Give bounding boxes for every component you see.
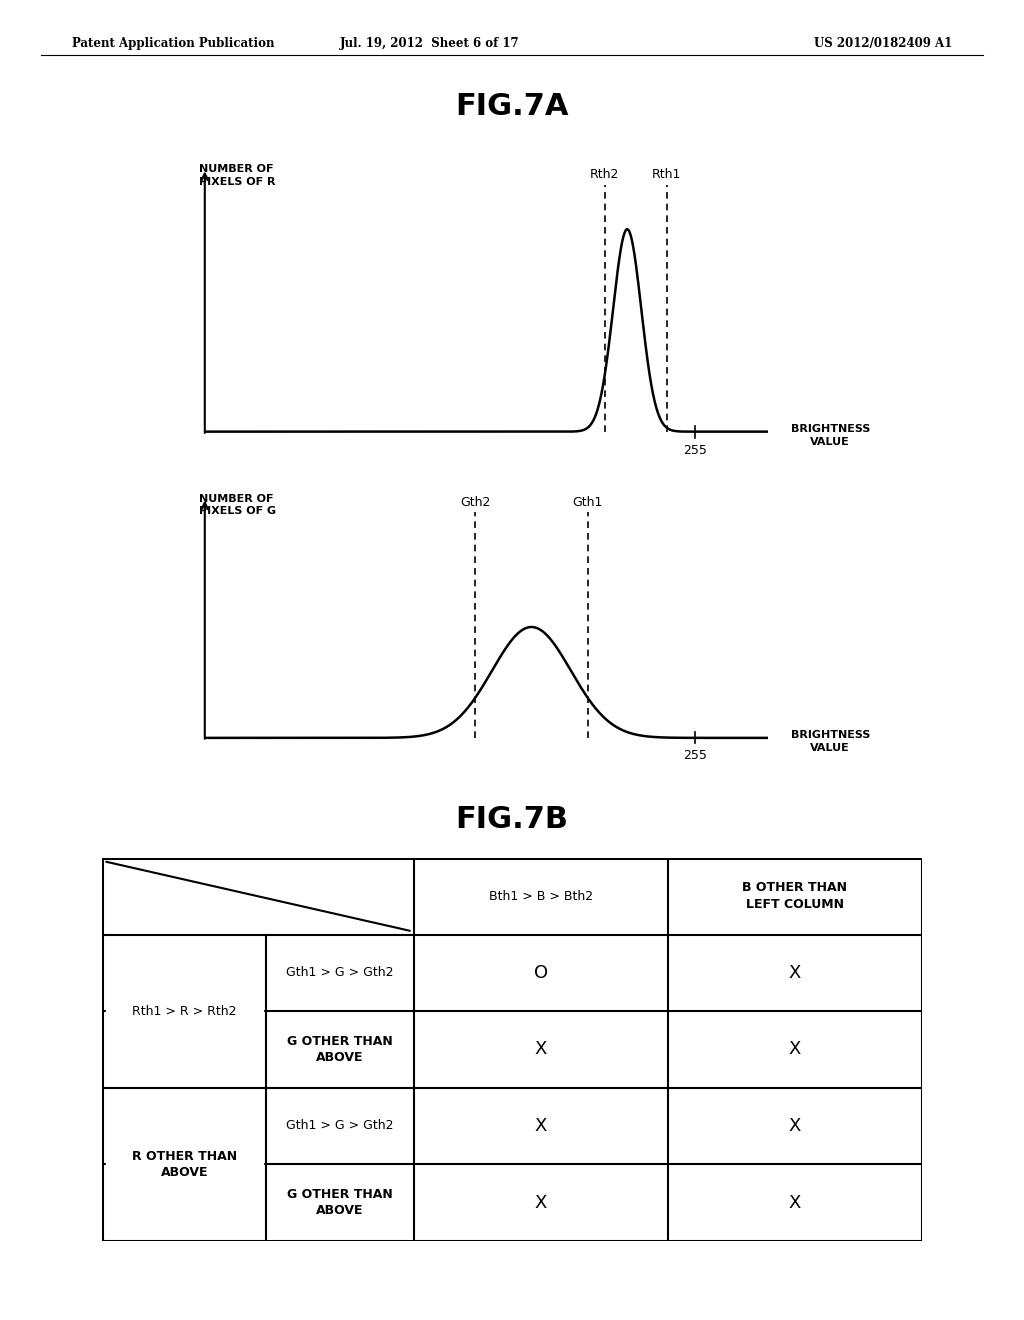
Bar: [105, 1008, 263, 1014]
Text: G OTHER THAN
ABOVE: G OTHER THAN ABOVE: [287, 1188, 393, 1217]
Text: Gth1 > G > Gth2: Gth1 > G > Gth2: [287, 966, 393, 979]
Text: Jul. 19, 2012  Sheet 6 of 17: Jul. 19, 2012 Sheet 6 of 17: [340, 37, 520, 50]
Text: NUMBER OF
PIXELS OF R: NUMBER OF PIXELS OF R: [199, 165, 275, 187]
Text: Rth2: Rth2: [590, 168, 620, 181]
Text: X: X: [788, 1193, 801, 1212]
Text: NUMBER OF
PIXELS OF G: NUMBER OF PIXELS OF G: [199, 494, 276, 516]
Text: Patent Application Publication: Patent Application Publication: [72, 37, 274, 50]
Text: 255: 255: [683, 444, 707, 457]
Text: O: O: [534, 964, 548, 982]
Text: US 2012/0182409 A1: US 2012/0182409 A1: [814, 37, 952, 50]
Text: BRIGHTNESS
VALUE: BRIGHTNESS VALUE: [791, 424, 870, 447]
Text: Bth1 > B > Bth2: Bth1 > B > Bth2: [488, 890, 593, 903]
Text: X: X: [535, 1040, 547, 1059]
Text: X: X: [788, 1117, 801, 1135]
Text: BRIGHTNESS
VALUE: BRIGHTNESS VALUE: [791, 730, 870, 754]
Text: Gth1 > G > Gth2: Gth1 > G > Gth2: [287, 1119, 393, 1133]
Text: X: X: [788, 1040, 801, 1059]
Text: R OTHER THAN
ABOVE: R OTHER THAN ABOVE: [132, 1150, 237, 1179]
Text: FIG.7A: FIG.7A: [456, 92, 568, 121]
Text: Gth2: Gth2: [460, 496, 490, 508]
Text: X: X: [788, 964, 801, 982]
Text: X: X: [535, 1193, 547, 1212]
Text: 255: 255: [683, 748, 707, 762]
Text: Rth1 > R > Rth2: Rth1 > R > Rth2: [132, 1005, 237, 1018]
Text: B OTHER THAN
LEFT COLUMN: B OTHER THAN LEFT COLUMN: [742, 882, 847, 911]
Text: G OTHER THAN
ABOVE: G OTHER THAN ABOVE: [287, 1035, 393, 1064]
Bar: [105, 1162, 263, 1167]
Text: FIG.7B: FIG.7B: [456, 805, 568, 834]
Text: Rth1: Rth1: [652, 168, 681, 181]
Text: X: X: [535, 1117, 547, 1135]
Text: Gth1: Gth1: [572, 496, 603, 508]
